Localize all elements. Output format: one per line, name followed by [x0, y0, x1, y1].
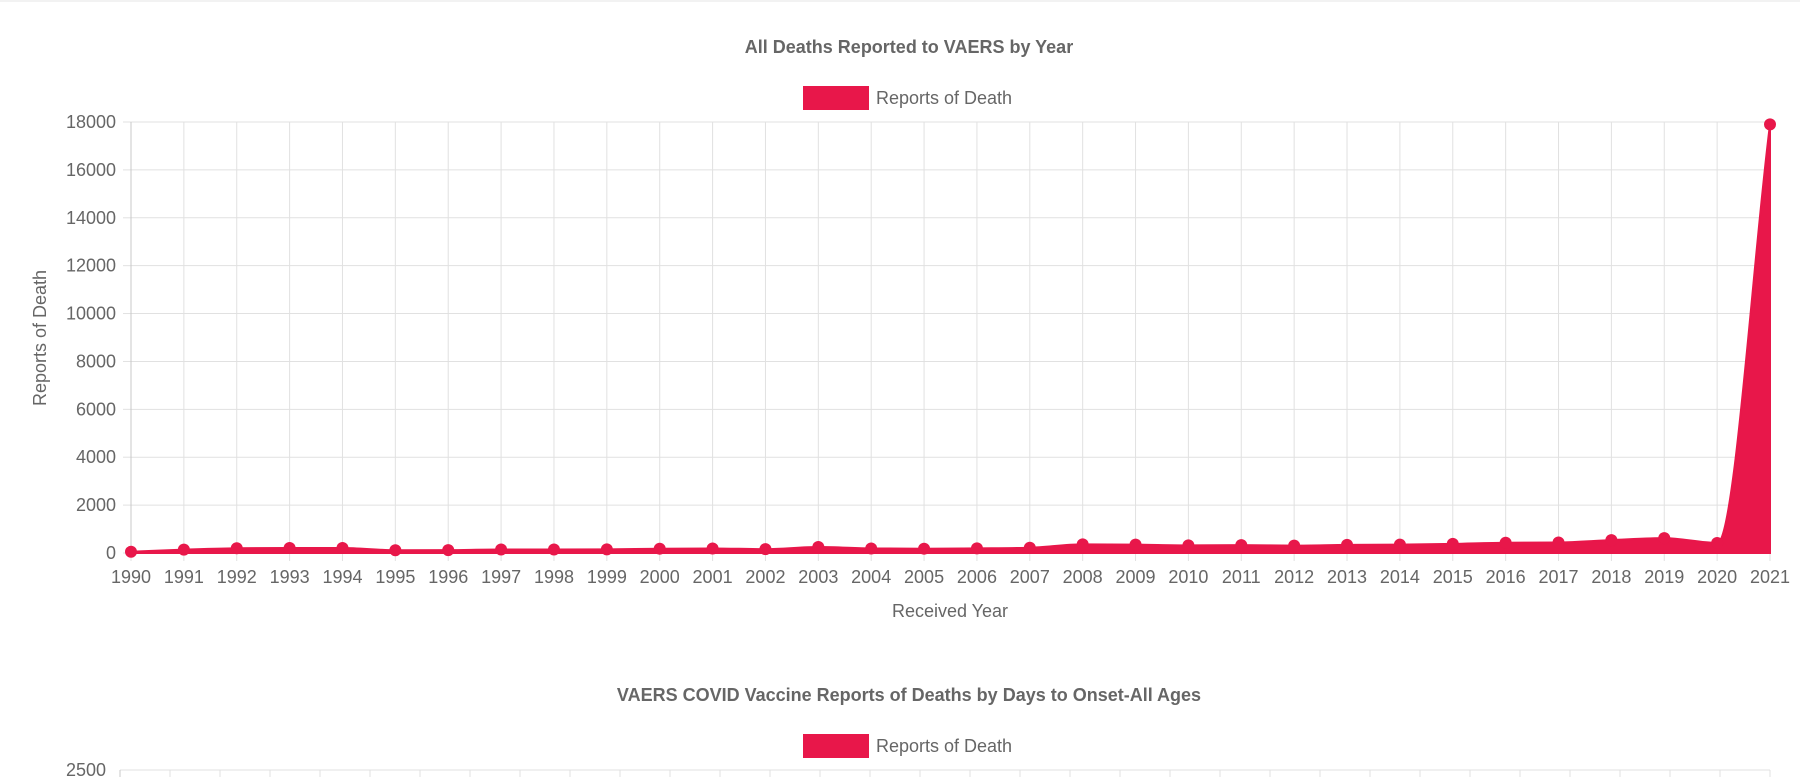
y-tick-label: 10000	[66, 304, 116, 324]
legend-swatch	[803, 734, 869, 758]
x-tick-label: 2014	[1380, 567, 1420, 587]
y-tick-label: 12000	[66, 256, 116, 276]
y-tick-label: 2500	[66, 760, 106, 777]
x-tick-label: 2013	[1327, 567, 1367, 587]
chart-title: All Deaths Reported to VAERS by Year	[745, 37, 1073, 57]
grid	[123, 121, 1771, 561]
data-point[interactable]	[177, 543, 190, 556]
x-tick-label: 1998	[534, 567, 574, 587]
legend[interactable]: Reports of Death	[803, 734, 1012, 758]
series-area	[130, 124, 1771, 554]
x-tick-label: 2010	[1168, 567, 1208, 587]
x-tick-label: 1997	[481, 567, 521, 587]
x-tick-label: 2017	[1538, 567, 1578, 587]
y-tick-label: 0	[106, 543, 116, 563]
x-tick-label: 2005	[904, 567, 944, 587]
data-point[interactable]	[1023, 541, 1036, 554]
x-tick-label: 2004	[851, 567, 891, 587]
x-tick-label: 1990	[111, 567, 151, 587]
data-point[interactable]	[1182, 539, 1195, 552]
x-tick-label: 1995	[375, 567, 415, 587]
x-tick-label: 2002	[745, 567, 785, 587]
data-point[interactable]	[1499, 536, 1512, 549]
y-axis-ticks: 0 2000 4000 6000 8000 10000 12000 14000 16000 180…	[66, 112, 116, 563]
deaths-by-year-chart: All Deaths Reported to VAERS by Year Rep…	[30, 37, 1790, 621]
y-tick-label: 6000	[76, 399, 116, 419]
chart-title: VAERS COVID Vaccine Reports of Deaths by…	[617, 685, 1201, 705]
y-tick-label: 16000	[66, 160, 116, 180]
x-tick-label: 2021	[1750, 567, 1790, 587]
y-tick-label: 4000	[76, 447, 116, 467]
x-tick-label: 2011	[1222, 567, 1261, 587]
data-point[interactable]	[653, 542, 666, 555]
y-tick-label: 8000	[76, 351, 116, 371]
x-tick-label: 1991	[164, 567, 204, 587]
x-tick-label: 2003	[798, 567, 838, 587]
data-point[interactable]	[1288, 539, 1301, 552]
x-tick-label: 2019	[1644, 567, 1684, 587]
data-point[interactable]	[1076, 538, 1089, 551]
x-tick-label: 2000	[640, 567, 680, 587]
legend-label: Reports of Death	[876, 88, 1012, 108]
x-tick-label: 1996	[428, 567, 468, 587]
data-point[interactable]	[547, 543, 560, 556]
data-point[interactable]	[230, 542, 243, 555]
y-tick-label: 14000	[66, 208, 116, 228]
legend-label: Reports of Death	[876, 736, 1012, 756]
data-point[interactable]	[865, 542, 878, 555]
data-point[interactable]	[1552, 536, 1565, 549]
data-point[interactable]	[600, 543, 613, 556]
data-point[interactable]	[918, 542, 931, 555]
data-point[interactable]	[1129, 538, 1142, 551]
x-tick-label: 2007	[1010, 567, 1050, 587]
x-tick-label: 1992	[217, 567, 257, 587]
data-point[interactable]	[495, 543, 508, 556]
x-tick-label: 2008	[1063, 567, 1103, 587]
series-points	[125, 118, 1776, 558]
data-point[interactable]	[1235, 539, 1248, 552]
data-point[interactable]	[125, 545, 137, 558]
x-tick-label: 2020	[1697, 567, 1737, 587]
y-tick-label: 2000	[76, 495, 116, 515]
x-tick-label: 1993	[270, 567, 310, 587]
data-point[interactable]	[336, 541, 349, 554]
x-tick-label: 2015	[1433, 567, 1473, 587]
x-axis-title: Received Year	[892, 601, 1008, 621]
data-point[interactable]	[970, 542, 983, 555]
data-point[interactable]	[1446, 537, 1459, 550]
x-tick-label: 1999	[587, 567, 627, 587]
x-tick-label: 2001	[693, 567, 733, 587]
data-point[interactable]	[1764, 118, 1776, 131]
data-point[interactable]	[706, 542, 719, 555]
x-tick-label: 2016	[1486, 567, 1526, 587]
legend-swatch	[803, 86, 869, 110]
data-point[interactable]	[1658, 532, 1671, 545]
top-divider	[0, 0, 1800, 2]
data-point[interactable]	[1605, 534, 1618, 547]
y-axis-title: Reports of Death	[30, 270, 50, 406]
x-axis-ticks: 1990 1991 1992 1993 1994 1995 1996 1997 1998 1999…	[111, 567, 1790, 587]
data-point[interactable]	[1711, 536, 1724, 549]
y-tick-label: 18000	[66, 112, 116, 132]
x-tick-label: 2009	[1116, 567, 1156, 587]
data-point[interactable]	[1393, 538, 1406, 551]
deaths-by-onset-chart: VAERS COVID Vaccine Reports of Deaths by…	[66, 685, 1771, 777]
x-tick-label: 2012	[1274, 567, 1314, 587]
x-tick-label: 2018	[1591, 567, 1631, 587]
grid	[119, 769, 1771, 777]
x-tick-label: 2006	[957, 567, 997, 587]
data-point[interactable]	[442, 544, 455, 557]
x-tick-label: 1994	[322, 567, 362, 587]
data-point[interactable]	[1341, 538, 1354, 551]
data-point[interactable]	[389, 544, 402, 557]
legend[interactable]: Reports of Death	[803, 86, 1012, 110]
data-point[interactable]	[759, 543, 772, 556]
data-point[interactable]	[812, 541, 825, 554]
data-point[interactable]	[283, 541, 296, 554]
